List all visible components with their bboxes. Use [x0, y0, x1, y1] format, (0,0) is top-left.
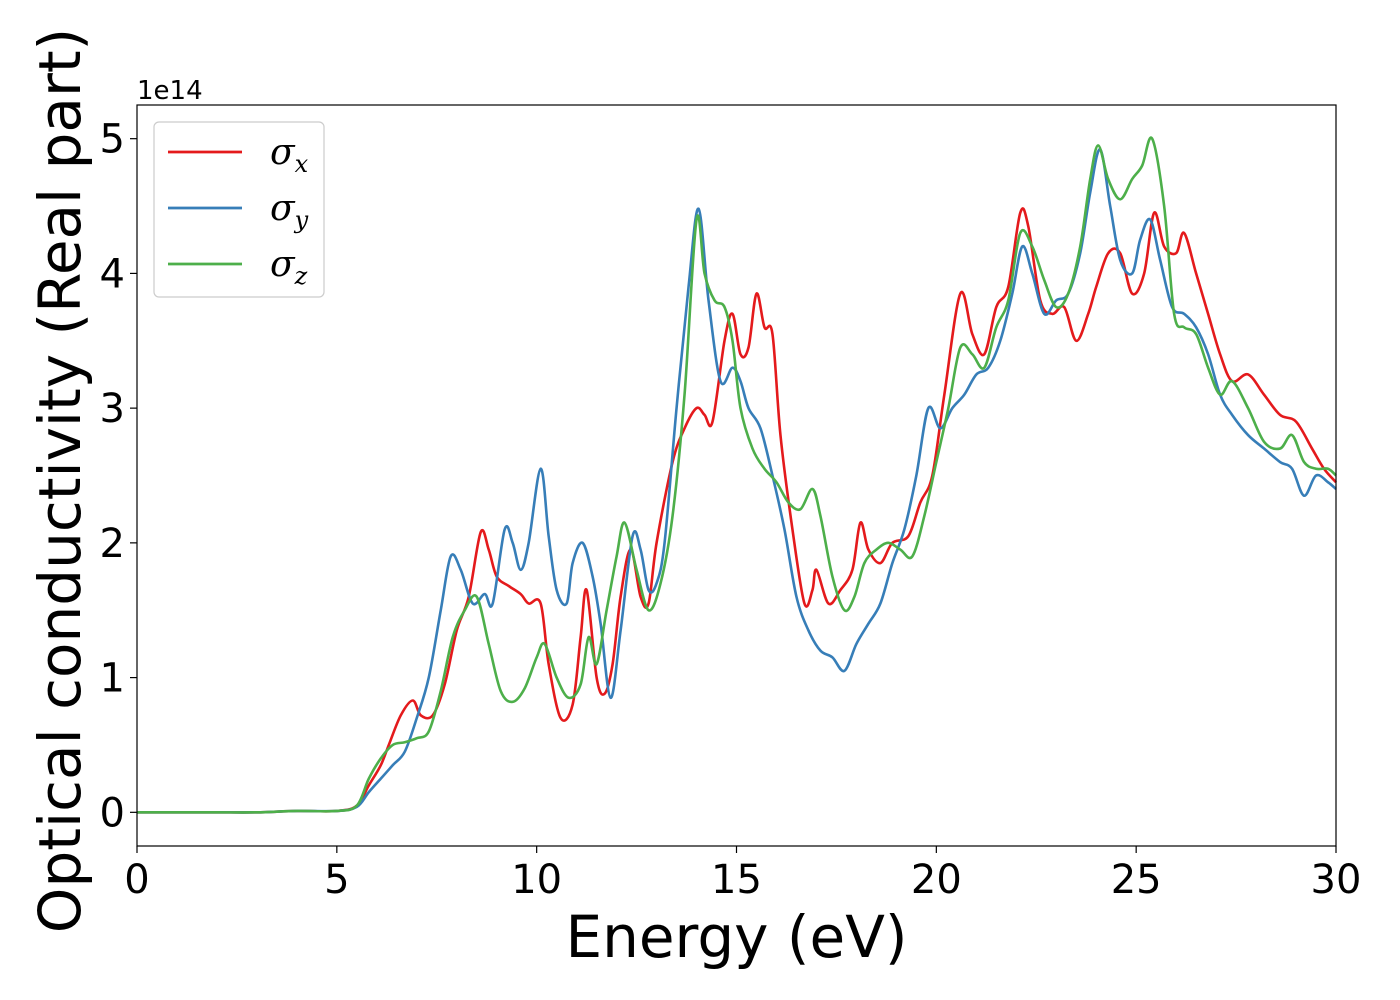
- series-lines: [137, 136, 1337, 814]
- y-tick-label: 2: [100, 521, 125, 567]
- legend-label-symbol: σ: [270, 244, 296, 285]
- y-tick-label: 4: [100, 251, 125, 297]
- x-tick-label: 20: [911, 857, 962, 903]
- legend-label-subscript: y: [294, 206, 309, 234]
- y-tick-label: 0: [100, 790, 125, 836]
- x-tick-label: 10: [511, 857, 562, 903]
- series-line-sigma-x: [137, 207, 1337, 814]
- x-tick-label: 0: [124, 857, 149, 903]
- y-tick-label: 5: [100, 117, 125, 163]
- legend-label-sigma-y: σy: [270, 188, 309, 234]
- legend-box: [153, 121, 325, 298]
- x-tick-label: 5: [324, 857, 349, 903]
- x-tick-label: 25: [1111, 857, 1162, 903]
- y-axis: 0 1 2 3 4 5: [100, 117, 137, 836]
- legend-label-subscript: z: [294, 262, 308, 290]
- legend-label-symbol: σ: [270, 132, 296, 173]
- x-tick-label: 15: [711, 857, 762, 903]
- y-tick-label: 1: [100, 656, 125, 702]
- x-axis-label: Energy (eV): [565, 903, 907, 971]
- y-tick-label: 3: [100, 386, 125, 432]
- legend-label-symbol: σ: [270, 188, 296, 229]
- y-axis-label: Optical conductivity (Real part): [26, 28, 94, 933]
- series-line-sigma-z: [137, 136, 1337, 814]
- legend-label-sigma-x: σx: [270, 132, 309, 178]
- y-offset-label: 1e14: [137, 76, 203, 106]
- x-tick-label: 30: [1311, 857, 1362, 903]
- series-line-sigma-y: [137, 148, 1337, 814]
- x-axis: 0 5 10 15 20 25 30: [124, 846, 1361, 903]
- legend-label-sigma-z: σz: [270, 244, 308, 290]
- legend-label-subscript: x: [295, 150, 309, 178]
